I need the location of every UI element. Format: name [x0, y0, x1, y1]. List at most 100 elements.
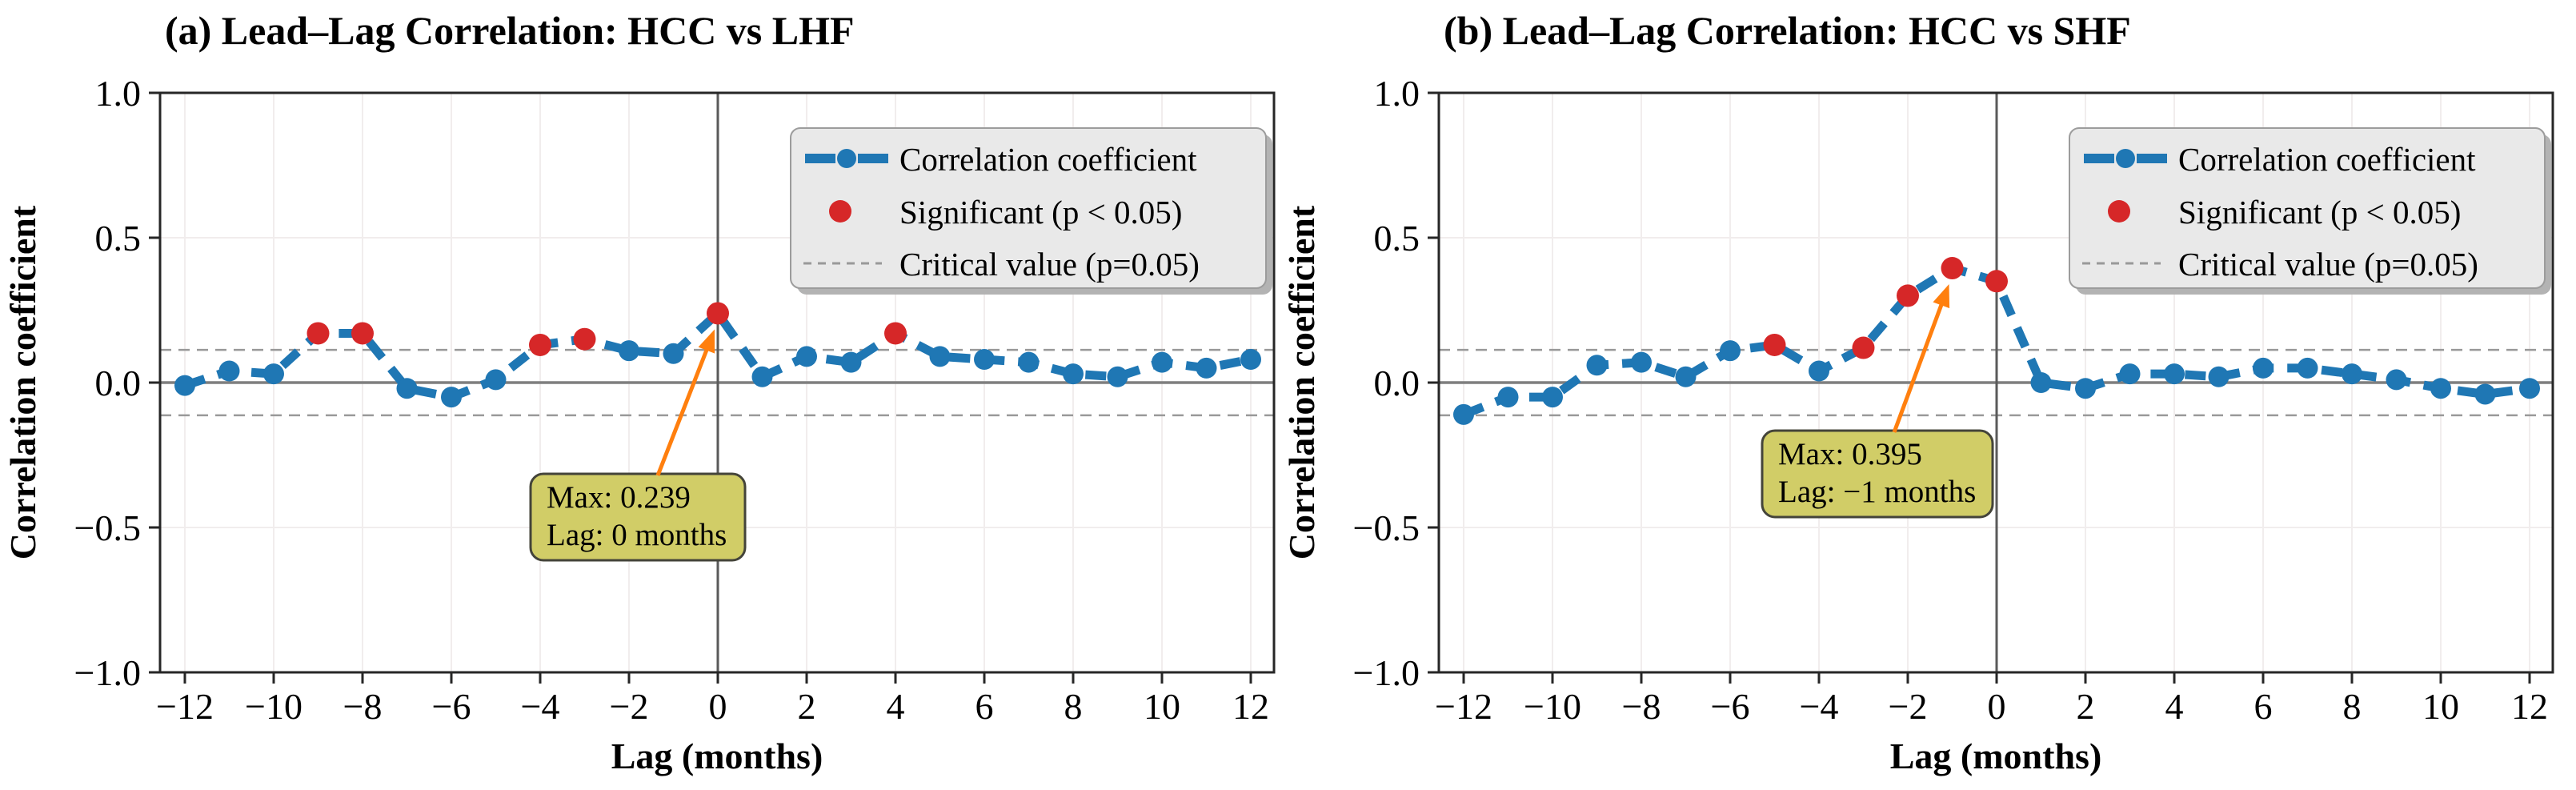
y-tick-label: −1.0	[1353, 652, 1420, 693]
data-point-lag-12	[1240, 349, 1261, 371]
significant-point-lag--1	[1941, 257, 1964, 280]
x-tick-label: 4	[2165, 686, 2184, 727]
significant-point-lag-0	[707, 302, 729, 325]
data-point-lag-9	[2386, 369, 2407, 391]
annotation-arrow	[655, 345, 711, 476]
y-tick-label: −1.0	[74, 652, 141, 693]
y-tick-label: 0.0	[95, 363, 142, 403]
data-point-lag--10	[1542, 387, 1563, 408]
data-point-lag-12	[2519, 378, 2540, 399]
panel-a-legend: Correlation coefficient Significant (p <…	[790, 127, 1272, 295]
data-point-lag-10	[2430, 378, 2451, 399]
data-point-lag-1	[751, 366, 773, 387]
x-tick-label: −8	[343, 686, 383, 727]
x-tick-label: −10	[245, 686, 302, 727]
panel-a-annotation-arrow	[655, 329, 715, 476]
legend-box	[790, 127, 1267, 289]
data-point-lag-3	[2119, 363, 2141, 385]
annotation-box	[529, 472, 747, 562]
annotation-arrow-head	[698, 329, 715, 354]
significant-point-lag--8	[351, 322, 374, 345]
data-point-lag-6	[2253, 357, 2274, 379]
data-point-lag-11	[1196, 357, 1217, 379]
significant-point-lag--4	[529, 333, 551, 356]
y-tick-label: 0.5	[95, 218, 142, 259]
data-point-lag-1	[2030, 372, 2052, 393]
x-tick-label: −10	[1524, 686, 1581, 727]
data-point-lag-4	[2164, 363, 2185, 385]
legend-item-significant: Significant (p < 0.05)	[899, 194, 1182, 231]
x-tick-label: −4	[1800, 686, 1839, 727]
panel-b-xlabel: Lag (months)	[1890, 736, 2102, 776]
data-point-lag--7	[1675, 366, 1697, 387]
data-point-lag-8	[2342, 363, 2362, 385]
significant-point-lag--3	[573, 327, 596, 351]
data-point-lag--7	[396, 378, 418, 399]
panel-b-legend: Correlation coefficient Significant (p <…	[2069, 127, 2551, 295]
legend-item-correlation-coefficient: Correlation coefficient	[899, 141, 1197, 178]
data-point-lag-5	[2208, 366, 2229, 387]
x-tick-label: 0	[709, 686, 727, 727]
significant-point-lag-4	[884, 322, 907, 345]
data-point-lag-11	[2474, 383, 2496, 405]
legend-item-significant: Significant (p < 0.05)	[2178, 194, 2461, 231]
significant-point-lag--3	[1852, 336, 1875, 359]
data-point-lag-5	[929, 346, 951, 367]
x-tick-label: 12	[1232, 686, 1269, 727]
significant-point-lag-0	[1985, 270, 2008, 293]
panel-b-title: (b) Lead–Lag Correlation: HCC vs SHF	[1444, 8, 2131, 53]
panel-b-plot-area: −12 −10 −8 −6 −4 −2 0 2 4 6 8 10 12 1.0 0.5 0.0 −0.5 −1.0	[1353, 73, 2554, 727]
data-point-lag--4	[1809, 360, 1829, 382]
data-point-lag-7	[2297, 357, 2318, 379]
y-tick-label: 0.0	[1374, 363, 1420, 403]
annotation-max-lag: Lag: 0 months	[547, 518, 727, 552]
data-point-lag-8	[1063, 363, 1084, 385]
y-tick-label: −0.5	[74, 507, 141, 548]
y-tick-label: 1.0	[1374, 73, 1420, 114]
x-tick-label: 8	[2343, 686, 2362, 727]
x-tick-label: −6	[432, 686, 471, 727]
x-tick-label: 2	[2077, 686, 2095, 727]
x-tick-label: −2	[1889, 686, 1928, 727]
legend-blue-dot-icon	[837, 149, 856, 168]
x-tick-label: −4	[521, 686, 560, 727]
data-point-lag-2	[2075, 378, 2096, 399]
panel-b-max-annotation: Max: 0.395 Lag: −1 months	[1761, 429, 1994, 519]
annotation-arrow	[1892, 299, 1945, 433]
x-tick-label: 6	[2254, 686, 2273, 727]
data-point-lag--12	[1453, 403, 1474, 425]
x-tick-label: −12	[156, 686, 214, 727]
x-tick-label: 6	[976, 686, 994, 727]
x-tick-label: 10	[2422, 686, 2459, 727]
annotation-max-lag: Lag: −1 months	[1778, 475, 1976, 509]
data-point-lag--10	[263, 363, 284, 385]
x-tick-label: 10	[1144, 686, 1180, 727]
annotation-box	[1761, 429, 1994, 519]
panel-a-xlabel: Lag (months)	[611, 736, 823, 776]
data-point-lag--6	[1720, 340, 1741, 362]
legend-red-dot-icon	[829, 200, 851, 223]
significant-point-lag--5	[1763, 333, 1786, 356]
panel-a-ylabel: Correlation coefficient	[2, 205, 43, 559]
legend-blue-dot-icon	[2116, 149, 2135, 168]
x-tick-label: −12	[1435, 686, 1492, 727]
data-point-lag-9	[1107, 366, 1128, 387]
significant-point-lag--9	[306, 322, 330, 345]
legend-red-dot-icon	[2108, 200, 2130, 223]
x-tick-label: −6	[1711, 686, 1750, 727]
x-tick-label: 12	[2511, 686, 2548, 727]
annotation-max-value: Max: 0.395	[1778, 437, 1922, 471]
panel-a-title: (a) Lead–Lag Correlation: HCC vs LHF	[165, 8, 855, 53]
data-point-lag--12	[174, 375, 195, 396]
significant-point-lag--2	[1897, 284, 1919, 307]
panel-b-ylabel: Correlation coefficient	[1281, 205, 1322, 559]
data-point-lag-6	[974, 349, 995, 371]
data-point-lag-7	[1018, 351, 1040, 373]
x-tick-label: −8	[1622, 686, 1661, 727]
x-tick-label: −2	[610, 686, 649, 727]
data-point-lag-2	[796, 346, 817, 367]
x-tick-label: 8	[1064, 686, 1083, 727]
data-point-lag--1	[663, 343, 684, 364]
x-tick-label: 0	[1988, 686, 2006, 727]
